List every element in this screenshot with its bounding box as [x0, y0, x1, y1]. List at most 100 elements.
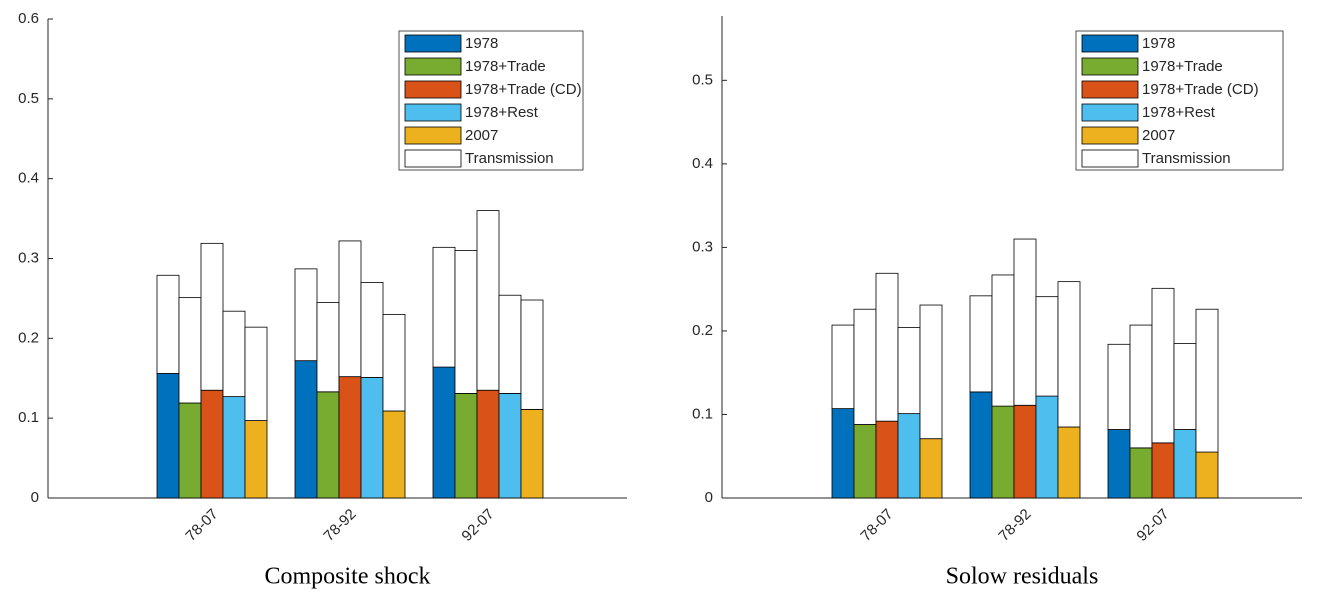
- legend-label: Transmission: [1142, 150, 1231, 167]
- bar: [316, 391, 340, 499]
- x-tick-label: 78-92: [995, 506, 1034, 545]
- bar-transmission: [454, 250, 478, 394]
- chart-title: Composite shock: [265, 564, 431, 590]
- y-tick-label: 0.4: [692, 155, 713, 172]
- x-tick-label: 78-07: [182, 506, 221, 545]
- legend-label: 1978+Trade (CD): [1142, 81, 1259, 98]
- bar-transmission: [1195, 308, 1219, 453]
- y-tick-label: 0.6: [18, 10, 39, 27]
- bar-transmission: [1173, 343, 1197, 430]
- bar: [1129, 447, 1153, 499]
- bar: [875, 420, 899, 499]
- bar: [432, 366, 456, 499]
- y-tick-label: 0.5: [18, 90, 39, 107]
- bar: [1173, 429, 1197, 499]
- legend-label: 1978: [1142, 35, 1175, 52]
- legend-box: [1075, 30, 1284, 171]
- bar: [178, 402, 202, 499]
- y-tick-label: 0.1: [18, 409, 39, 426]
- bar-transmission: [382, 313, 406, 412]
- y-tick-label: 0.2: [692, 322, 713, 339]
- bar-transmission: [498, 294, 522, 394]
- bar-transmission: [897, 327, 921, 415]
- bar: [919, 438, 943, 499]
- y-tick-label: 0: [705, 489, 713, 506]
- bar-transmission: [991, 274, 1015, 407]
- bar: [1035, 395, 1059, 499]
- bar: [1151, 442, 1175, 499]
- legend-swatch: [404, 126, 462, 145]
- legend-swatch: [1081, 126, 1139, 145]
- legend-swatch: [1081, 80, 1139, 99]
- legend-label: 2007: [1142, 127, 1175, 144]
- bar: [476, 389, 500, 499]
- bar-transmission: [222, 310, 246, 398]
- legend-label: 1978+Rest: [465, 104, 539, 121]
- bar: [853, 424, 877, 499]
- bar-transmission: [520, 299, 544, 410]
- bar: [1107, 429, 1131, 499]
- chart-title: Solow residuals: [946, 564, 1099, 590]
- legend-swatch: [1081, 149, 1139, 168]
- legend-label: 1978: [465, 35, 498, 52]
- bar: [244, 420, 268, 499]
- bar-transmission: [316, 302, 340, 393]
- bar: [1195, 451, 1219, 499]
- bar: [382, 410, 406, 499]
- legend-swatch: [404, 149, 462, 168]
- bar-transmission: [360, 282, 384, 378]
- bar: [294, 360, 318, 499]
- bar-transmission: [156, 274, 180, 374]
- legend-label: 1978+Trade: [465, 58, 546, 75]
- bar-transmission: [476, 210, 500, 391]
- bar-transmission: [244, 326, 268, 421]
- bar: [1013, 404, 1037, 499]
- bar: [222, 396, 246, 499]
- bar: [897, 413, 921, 499]
- bar-transmission: [1129, 324, 1153, 449]
- bar-transmission: [1057, 281, 1081, 428]
- bar-transmission: [178, 297, 202, 404]
- y-tick-label: 0.1: [692, 405, 713, 422]
- legend-swatch: [404, 34, 462, 53]
- bar-transmission: [338, 240, 362, 378]
- bar-transmission: [875, 272, 899, 422]
- bar-transmission: [294, 268, 318, 362]
- legend-swatch: [1081, 103, 1139, 122]
- y-tick-label: 0.4: [18, 170, 39, 187]
- bar: [338, 376, 362, 499]
- legend-swatch: [404, 80, 462, 99]
- bar-transmission: [1151, 287, 1175, 444]
- y-tick-label: 0: [31, 489, 39, 506]
- bar-transmission: [200, 242, 224, 391]
- bar-transmission: [1107, 343, 1131, 430]
- legend-swatch: [404, 57, 462, 76]
- legend-label: Transmission: [465, 150, 554, 167]
- bar: [1057, 426, 1081, 499]
- legend-box: [398, 30, 584, 171]
- bar-transmission: [919, 304, 943, 440]
- bar: [156, 373, 180, 499]
- x-tick-label: 78-07: [857, 506, 896, 545]
- bar: [831, 408, 855, 499]
- bar: [360, 377, 384, 499]
- bar-transmission: [969, 295, 993, 393]
- x-tick-label: 92-07: [1133, 506, 1172, 545]
- bar-transmission: [432, 246, 456, 368]
- legend-label: 1978+Trade: [1142, 58, 1223, 75]
- y-tick-label: 0.2: [18, 329, 39, 346]
- bar-transmission: [853, 308, 877, 425]
- bar: [520, 408, 544, 499]
- y-tick-label: 0.3: [18, 249, 39, 266]
- bar: [498, 393, 522, 499]
- legend-label: 1978+Trade (CD): [465, 81, 582, 98]
- bar: [454, 393, 478, 499]
- legend-swatch: [1081, 57, 1139, 76]
- y-tick-label: 0.5: [692, 71, 713, 88]
- legend-swatch: [404, 103, 462, 122]
- legend-label: 1978+Rest: [1142, 104, 1216, 121]
- legend-label: 2007: [465, 127, 498, 144]
- bar: [969, 391, 993, 499]
